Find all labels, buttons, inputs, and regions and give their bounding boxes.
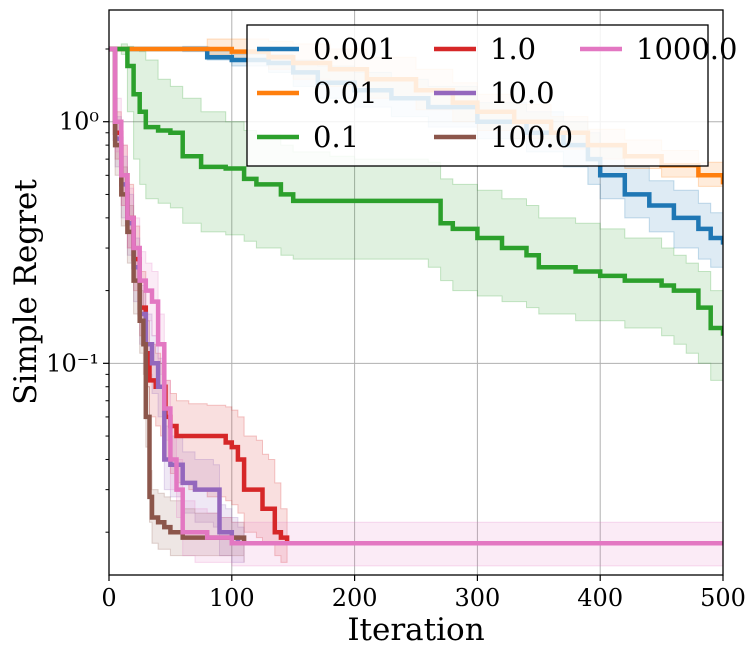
band-100-0 [109, 48, 245, 563]
legend-label: 100.0 [490, 120, 573, 154]
y-tick-label: 10⁻¹ [46, 349, 99, 377]
legend-label: 1.0 [490, 32, 536, 66]
series-line-0-1 [109, 46, 723, 336]
x-axis-label: Iteration [347, 612, 484, 648]
x-tick-label: 400 [577, 584, 623, 612]
plot-frame [108, 9, 724, 576]
x-tick-label: 500 [700, 584, 746, 612]
legend: 0.001 0.01 0.1 1.0 10.0 100.0 1000.0 [246, 24, 737, 167]
legend-box [246, 24, 709, 167]
x-tick-label: 300 [454, 584, 500, 612]
y-tick-label: 10⁰ [59, 108, 99, 136]
legend-label: 0.01 [313, 76, 378, 110]
band-0-1 [109, 43, 723, 390]
legend-label: 0.1 [313, 120, 359, 154]
x-tick-label: 0 [101, 584, 116, 612]
y-axis-label: Simple Regret [8, 179, 44, 405]
x-tick-label: 200 [332, 584, 378, 612]
legend-label: 0.001 [313, 32, 396, 66]
axis-ticks: 0 100 200 300 400 500 10⁰ 10⁻¹ [46, 48, 746, 612]
band-1-0 [109, 48, 288, 563]
legend-label: 10.0 [490, 76, 555, 110]
x-tick-label: 100 [209, 584, 255, 612]
legend-label: 1000.0 [636, 32, 737, 66]
series-line-1000-0 [109, 46, 723, 546]
